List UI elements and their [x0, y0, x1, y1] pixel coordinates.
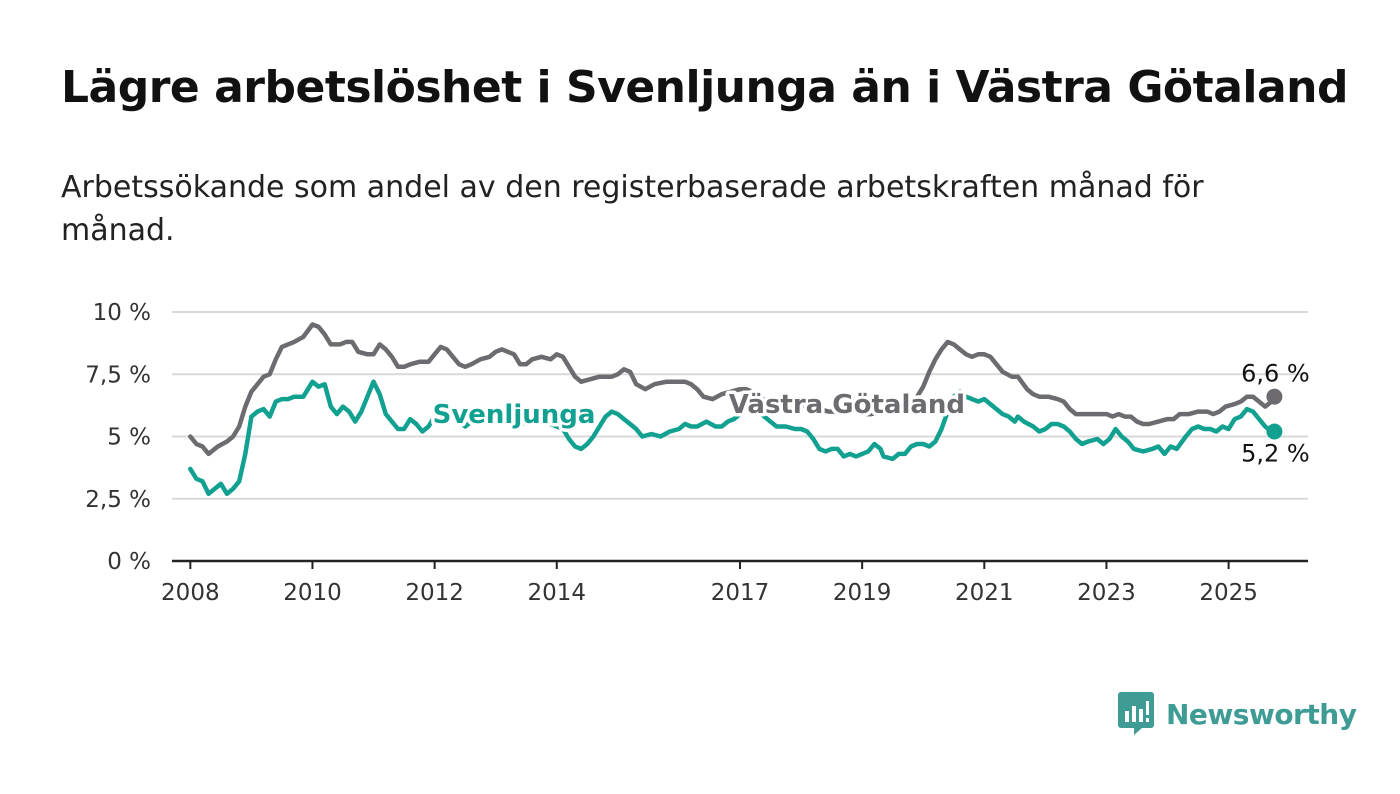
x-tick-label: 2023 — [1077, 580, 1136, 606]
y-axis-tick-labels: 0 % 2,5 % 5 % 7,5 % 10 % — [85, 300, 151, 575]
y-tick-label: 0 % — [107, 549, 151, 575]
end-point-vastra-gotaland — [1266, 388, 1283, 405]
x-tick-label: 2012 — [405, 580, 464, 606]
series-annotations: Svenljunga Västra Götaland — [429, 386, 968, 433]
y-tick-label: 5 % — [107, 425, 151, 451]
brand-name: Newsworthy — [1166, 697, 1357, 731]
x-tick-label: 2021 — [955, 580, 1014, 606]
y-tick-label: 2,5 % — [85, 487, 151, 513]
x-tick-label: 2025 — [1199, 580, 1258, 606]
series-line-vastra-gotaland — [188, 322, 1277, 457]
x-tick-label: 2008 — [161, 580, 220, 606]
y-tick-label: 10 % — [93, 300, 151, 326]
series-label-svenljunga: Svenljunga — [433, 400, 596, 430]
x-tick-label: 2014 — [528, 580, 587, 606]
y-tick-label: 7,5 % — [85, 362, 151, 388]
end-value-label-vastra-gotaland: 6,6 % — [1241, 360, 1310, 388]
chart-subtitle: Arbetssökande som andel av den registerb… — [61, 170, 1204, 248]
grid-lines — [172, 311, 1308, 563]
end-point-svenljunga — [1266, 423, 1283, 440]
series-lines: 6,6 % 5,2 % — [188, 322, 1310, 497]
x-tick-label: 2017 — [711, 580, 770, 606]
series-line-svenljunga — [188, 379, 1277, 497]
newsworthy-logo: Newsworthy — [1118, 692, 1357, 736]
x-tick-label: 2010 — [283, 580, 342, 606]
series-label-vastra-gotaland: Västra Götaland — [729, 390, 965, 420]
x-tick-label: 2019 — [833, 580, 892, 606]
end-value-label-svenljunga: 5,2 % — [1241, 440, 1310, 468]
chart-title: Lägre arbetslöshet i Svenljunga än i Väs… — [61, 62, 1348, 113]
x-axis-tick-labels: 2008 2010 2012 2014 2017 2019 2021 2023 2025 — [161, 561, 1258, 606]
newsworthy-logo-icon — [1118, 692, 1154, 735]
